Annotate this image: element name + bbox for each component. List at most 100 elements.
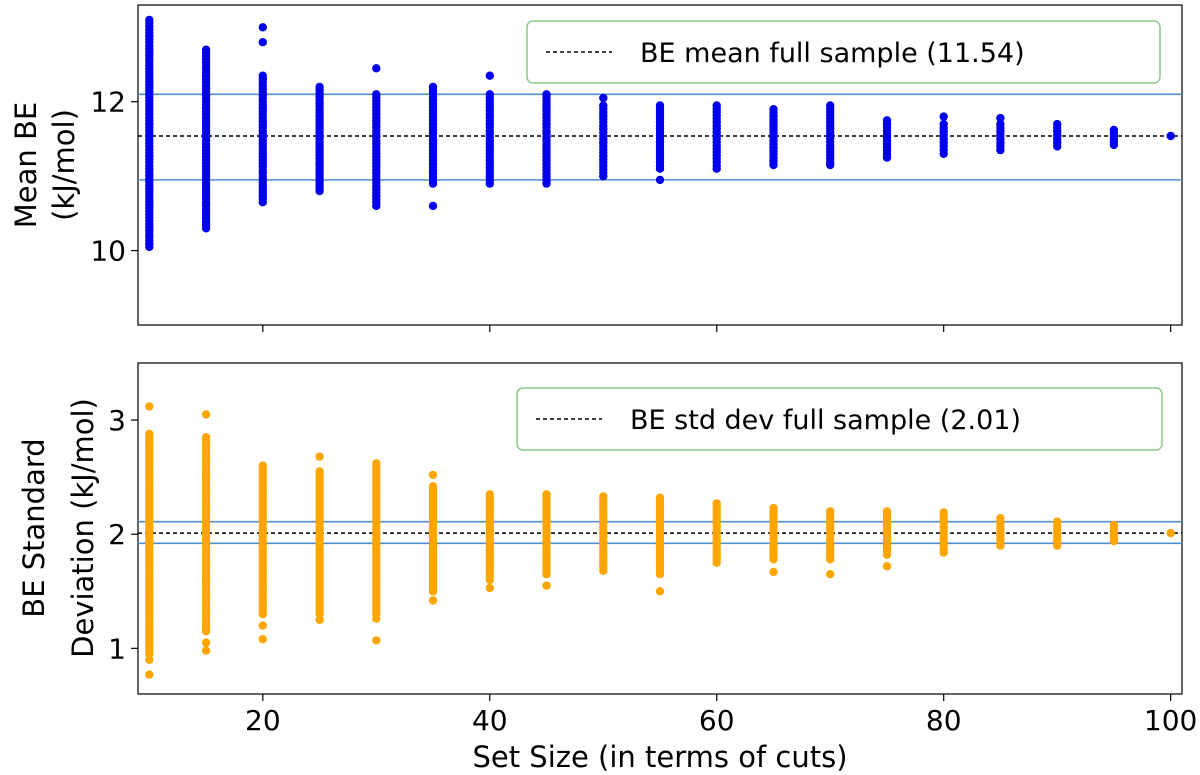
std-ytick-label: 1 [108,632,126,665]
std-point-column-10 [145,402,154,679]
std-data-point [939,508,948,517]
std-data-point [201,433,211,442]
std-data-point [201,646,211,655]
std-data-point [372,459,381,468]
mean-data-point [428,82,438,92]
mean-point-column-85 [996,113,1005,155]
std-data-point [428,596,438,605]
mean-data-point [882,116,892,125]
mean-point-column-90 [1053,119,1062,151]
mean-point-column-45 [542,90,551,188]
std-data-point [1053,517,1062,526]
std-point-column-15 [201,410,211,655]
mean-point-column-15 [201,45,211,233]
std-point-column-90 [1053,517,1062,550]
mean-data-point [655,101,665,110]
std-data-point [826,570,835,579]
std-y-axis-label: BE Standard Deviation (kJ/mol) [17,398,100,658]
mean-data-point [315,82,324,92]
std-data-point [882,507,892,516]
std-data-point [485,583,494,593]
std-data-point [655,493,665,502]
mean-point-column-30 [372,64,381,211]
std-data-point [542,490,551,499]
std-legend-label: BE std dev full sample (2.01) [630,405,1021,436]
std-data-point [201,638,211,647]
std-point-column-65 [769,503,778,577]
std-data-point [712,499,721,508]
mean-data-point [939,119,948,129]
std-point-column-85 [996,514,1005,550]
mean-ylabel-line2: (kJ/mol) [47,109,81,221]
mean-point-column-95 [1109,125,1119,150]
std-xtick-label: 80 [926,704,962,737]
mean-point-column-70 [826,101,835,170]
std-data-point [201,410,211,419]
mean-ytick-label: 10 [90,235,126,268]
std-data-point [769,503,778,513]
std-data-point [145,670,154,679]
mean-data-point [542,90,551,99]
mean-point-column-35 [428,82,438,211]
mean-data-point [655,175,665,185]
std-data-point [769,567,778,577]
std-data-point [655,587,665,596]
std-data-point [428,482,438,491]
mean-point-column-40 [485,71,494,188]
std-data-point [428,470,438,480]
mean-data-point [712,101,721,110]
mean-point-column-10 [145,15,154,252]
std-data-point [996,514,1005,523]
mean-point-column-80 [939,112,948,158]
std-data-point [1109,520,1119,530]
mean-data-point [428,201,438,211]
std-point-column-75 [882,507,892,571]
std-point-column-55 [655,493,665,596]
std-data-point [372,636,381,645]
mean-legend-box [526,20,1161,84]
mean-point-column-60 [712,101,721,173]
mean-data-point [1166,131,1175,141]
std-point-column-95 [1109,520,1119,546]
mean-legend: BE mean full sample (11.54) [526,20,1161,84]
mean-point-column-65 [769,105,778,170]
mean-point-column-100 [1166,131,1175,141]
mean-data-point [372,90,381,99]
std-xtick-label: 20 [245,704,281,737]
std-data-point [258,461,267,470]
mean-data-point [1109,125,1119,135]
mean-data-point [372,64,381,73]
mean-point-column-25 [315,82,324,196]
x-axis-label: Set Size (in terms of cuts) [472,740,847,774]
mean-data-point [769,105,778,114]
std-point-column-35 [428,470,438,605]
std-point-column-25 [315,452,324,624]
std-data-point [315,467,324,476]
mean-data-point [485,90,494,99]
std-data-point [315,452,324,461]
std-point-column-60 [712,499,721,567]
std-plot-frame [137,362,1183,695]
std-data-point [485,490,494,499]
mean-data-point [1053,119,1062,129]
std-point-column-30 [372,459,381,645]
mean-data-point [996,113,1005,123]
mean-point-column-55 [655,101,665,185]
mean-ylabel-line1: Mean BE [9,102,43,228]
std-data-point [542,581,551,590]
std-data-point [372,614,381,623]
mean-ytick-label: 12 [90,86,126,119]
std-be-panel: 1 2 3 20 40 60 80 100 BE Standard Deviation (k… [17,362,1197,774]
std-xtick-label: 40 [472,704,508,737]
std-ylabel-line2: Deviation (kJ/mol) [66,398,100,658]
mean-data-point [258,71,267,80]
std-data-point [258,621,267,630]
mean-plot-frame [137,4,1183,326]
std-data-point [258,635,267,644]
std-ylabel-line1: BE Standard [17,438,51,617]
std-point-column-70 [826,507,835,579]
std-xtick-label: 60 [699,704,735,737]
mean-point-column-50 [599,93,608,181]
std-point-column-40 [485,490,494,593]
